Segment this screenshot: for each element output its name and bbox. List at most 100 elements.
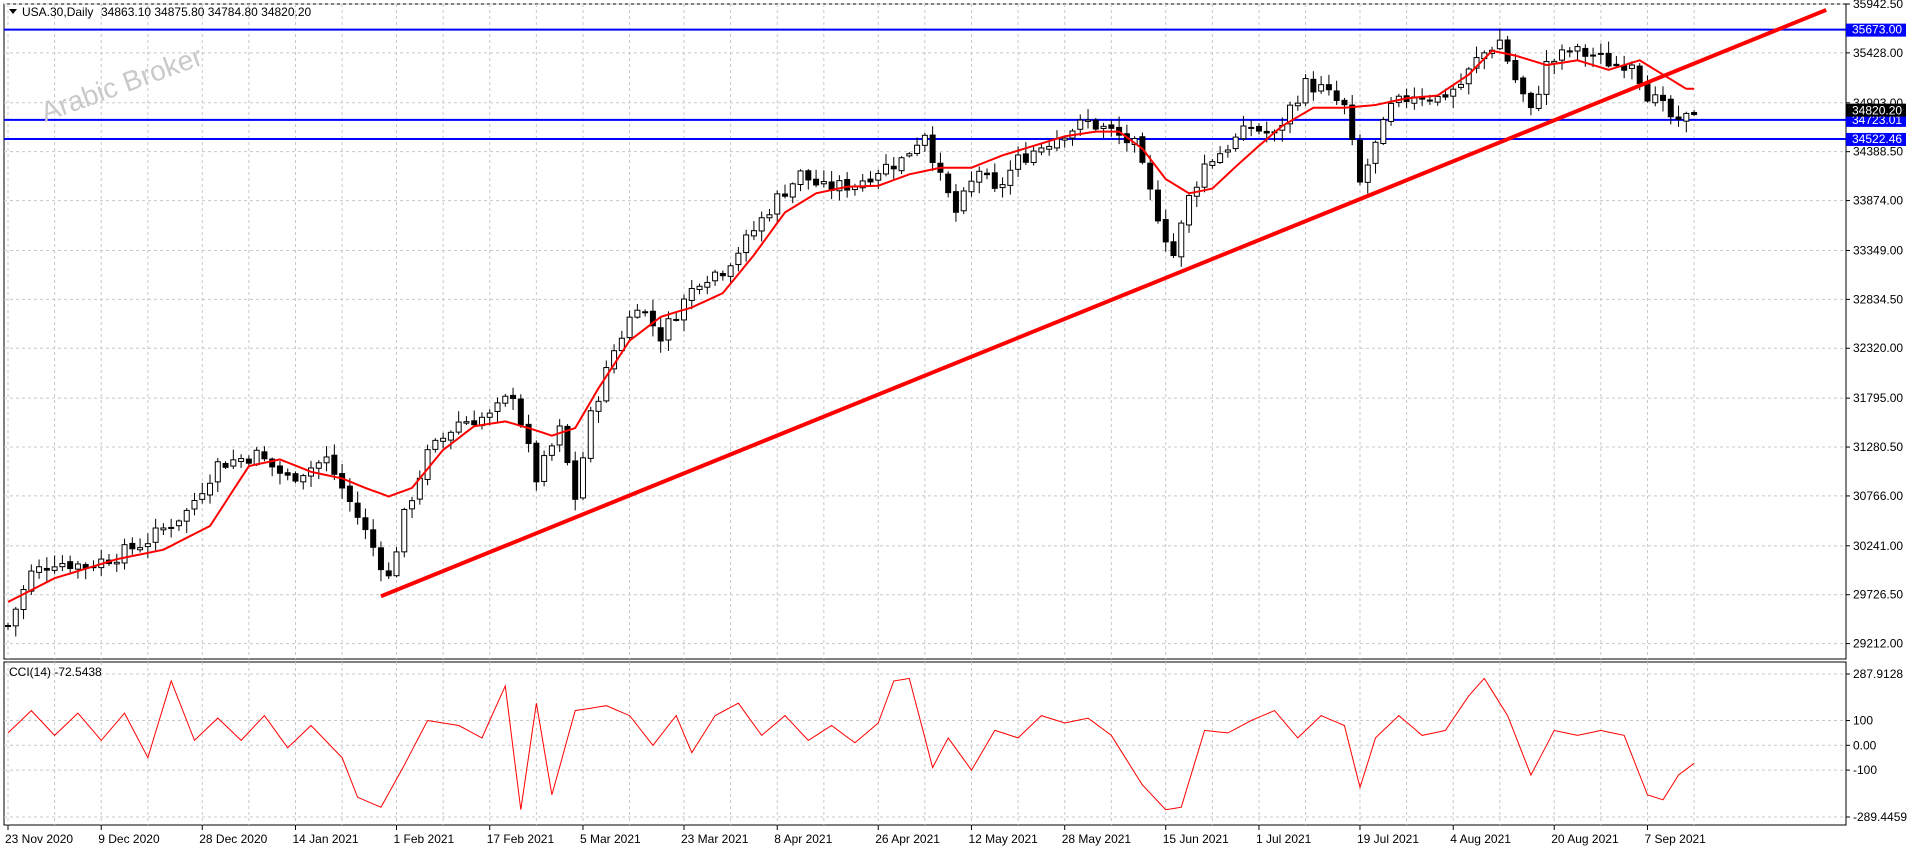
candle-bullish [137, 547, 144, 551]
candle-bullish [1683, 112, 1690, 122]
candle-bearish [1605, 52, 1612, 67]
candle-bullish [315, 462, 322, 469]
candle-bearish [533, 442, 540, 483]
candle-bullish [152, 527, 159, 543]
candle-bearish [1349, 104, 1356, 140]
candle-bullish [548, 445, 555, 456]
candle-bullish [214, 461, 221, 483]
candle-bullish [556, 425, 563, 446]
candle-bullish [960, 190, 967, 212]
candle-bullish [1224, 149, 1231, 153]
candle-bullish [300, 475, 307, 483]
time-tick-label: 19 Jul 2021 [1357, 832, 1419, 846]
candle-bullish [463, 421, 470, 424]
candle-bullish [875, 173, 882, 181]
price-tick-label: 33349.00 [1853, 243, 1903, 257]
candle-bullish [168, 526, 175, 529]
candle-bearish [370, 529, 377, 548]
candle-bearish [782, 193, 788, 197]
time-tick-label: 20 Aug 2021 [1551, 832, 1619, 846]
candle-bullish [696, 285, 703, 290]
candle-bullish [1372, 141, 1379, 164]
cci-label: CCI(14) -72.5438 [9, 665, 102, 679]
candle-bearish [649, 310, 656, 327]
candle-bullish [541, 455, 548, 482]
candle-bearish [1426, 99, 1433, 102]
candle-bullish [1388, 102, 1395, 122]
cci-line [7, 677, 1695, 811]
symbol-menu-triangle-icon[interactable] [9, 9, 17, 14]
candle-bearish [1108, 124, 1115, 129]
time-tick-label: 8 Apr 2021 [774, 832, 832, 846]
candle-bullish [750, 230, 757, 237]
candle-bearish [564, 425, 571, 464]
candle-bullish [688, 288, 695, 301]
candle-bullish [74, 563, 81, 570]
candle-bullish [1364, 164, 1371, 183]
candle-bullish [447, 431, 454, 441]
candle-bearish [1325, 84, 1332, 91]
time-tick-label: 17 Feb 2021 [487, 832, 555, 846]
candle-bullish [1007, 169, 1014, 186]
candle-bullish [323, 456, 330, 464]
cci-tick-label: -289.4459 [1853, 810, 1907, 824]
candle-bullish [587, 410, 594, 459]
hline-label-bg [1846, 132, 1906, 146]
candle-bullish [1061, 137, 1068, 141]
candle-bullish [486, 412, 493, 418]
candle-bullish [144, 543, 151, 548]
candle-bearish [867, 178, 874, 183]
candle-bearish [339, 473, 346, 489]
hline-label: 35673.00 [1852, 23, 1902, 37]
candle-bearish [1255, 125, 1262, 132]
candle-bullish [1294, 102, 1301, 107]
time-tick-label: 1 Jul 2021 [1256, 832, 1312, 846]
hline-label-bg [1846, 113, 1906, 127]
candle-bearish [245, 458, 252, 464]
candle-bullish [1287, 104, 1294, 125]
cci-panel[interactable] [3, 661, 1847, 826]
candle-bullish [836, 180, 843, 192]
candle-bullish [409, 500, 416, 510]
candle-bearish [991, 172, 998, 189]
candle-bullish [238, 458, 245, 463]
candle-bearish [657, 327, 664, 342]
candle-bearish [1644, 83, 1651, 102]
candle-bearish [1147, 162, 1154, 190]
candle-bearish [5, 625, 11, 628]
candle-bullish [1186, 195, 1193, 226]
candle-bullish [199, 493, 206, 500]
candle-bullish [1077, 119, 1084, 130]
candle-bullish [175, 520, 182, 527]
candle-bullish [1496, 39, 1503, 50]
candle-bullish [1559, 49, 1565, 61]
price-tick-label: 34388.50 [1853, 145, 1903, 159]
candle-bearish [642, 311, 649, 314]
candle-bearish [510, 394, 517, 399]
trendline[interactable] [380, 8, 1827, 599]
candle-bearish [43, 567, 50, 571]
candle-bullish [968, 180, 975, 193]
time-tick-label: 4 Aug 2021 [1450, 832, 1511, 846]
candle-bearish [1442, 94, 1449, 98]
cci-tick-label: 0.00 [1853, 738, 1877, 752]
candle-bullish [1209, 161, 1216, 166]
time-tick-label: 28 May 2021 [1062, 832, 1132, 846]
price-tick-label: 29212.00 [1853, 637, 1903, 651]
candle-bearish [222, 463, 229, 468]
symbol-label: USA.30,Daily [22, 5, 93, 19]
candle-bullish [1232, 136, 1239, 150]
candle-bullish [432, 439, 439, 450]
candle-bullish [704, 281, 711, 288]
candle-bearish [1582, 47, 1589, 57]
candle-bullish [1597, 52, 1604, 55]
candle-bullish [1240, 125, 1247, 140]
time-tick-label: 5 Mar 2021 [580, 832, 641, 846]
candle-bullish [424, 449, 431, 480]
candle-bearish [1170, 241, 1177, 257]
time-tick-label: 26 Apr 2021 [875, 832, 940, 846]
candle-bullish [1535, 93, 1542, 109]
candle-bearish [284, 472, 291, 476]
candle-bullish [113, 561, 120, 565]
